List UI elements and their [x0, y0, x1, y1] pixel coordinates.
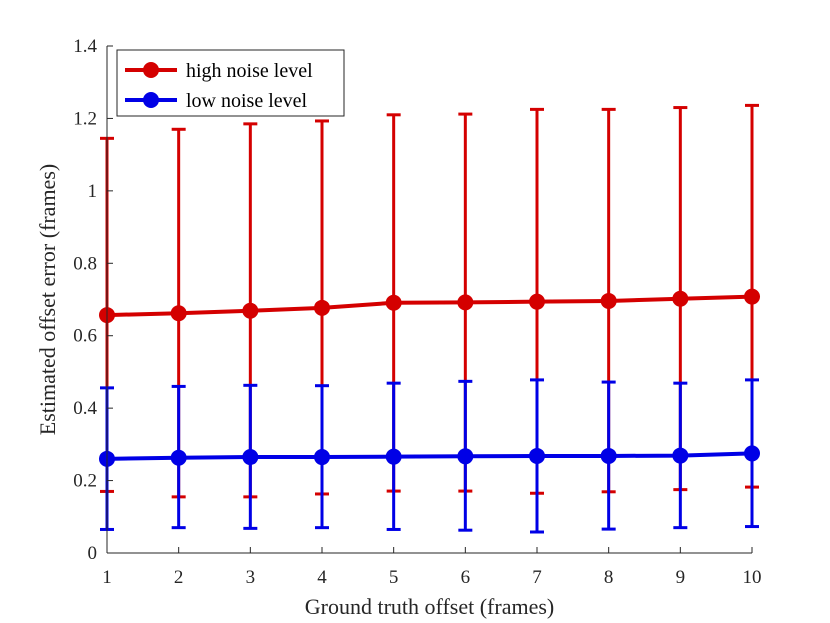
- y-tick-label-1: 1: [88, 181, 98, 202]
- data-point-0-5: [457, 294, 474, 311]
- y-tick-label-0.8: 0.8: [73, 253, 97, 274]
- y-tick-label-0.6: 0.6: [73, 326, 97, 347]
- x-tick-label-4: 4: [317, 567, 327, 588]
- y-axis-label: Estimated offset error (frames): [35, 164, 60, 435]
- data-point-1-4: [385, 448, 402, 465]
- data-point-1-3: [314, 449, 330, 466]
- data-point-0-4: [385, 294, 402, 311]
- x-tick-label-5: 5: [389, 567, 399, 588]
- x-tick-label-1: 1: [102, 567, 112, 588]
- y-tick-label-0: 0: [88, 543, 98, 564]
- data-point-1-7: [600, 447, 617, 464]
- data-point-0-2: [242, 302, 259, 319]
- x-tick-label-8: 8: [604, 567, 614, 588]
- axes-layer: [106, 46, 752, 554]
- ticks-layer: 1 2 3 4 5 6 7 8 9 10 0 0.2 0.4 0.6 0.8 1 1.2 1.4: [73, 36, 761, 588]
- data-point-1-9: [744, 445, 760, 462]
- data-point-0-8: [672, 290, 689, 307]
- data-point-0-7: [600, 292, 617, 309]
- x-tick-label-9: 9: [676, 567, 686, 588]
- x-tick-label-6: 6: [461, 567, 471, 588]
- data-point-0-9: [744, 288, 760, 305]
- legend-marker-low: [143, 92, 159, 108]
- legend: high noise level low noise level: [116, 49, 345, 117]
- series-line-1: [106, 451, 753, 461]
- x-tick-label-3: 3: [246, 567, 256, 588]
- series-0: [99, 103, 760, 499]
- data-point-0-3: [314, 299, 330, 316]
- series-1: [99, 378, 760, 534]
- data-point-1-6: [529, 447, 545, 464]
- data-point-0-1: [170, 305, 187, 322]
- data-point-1-1: [170, 449, 187, 466]
- y-tick-label-0.4: 0.4: [73, 398, 97, 419]
- data-point-1-8: [672, 447, 689, 464]
- legend-label-low: low noise level: [186, 90, 308, 112]
- x-tick-label-2: 2: [174, 567, 184, 588]
- y-tick-label-0.2: 0.2: [73, 471, 97, 492]
- data-point-1-2: [242, 449, 259, 466]
- series-layer: [99, 103, 760, 534]
- x-axis-label: Ground truth offset (frames): [305, 594, 554, 619]
- series-line-0: [106, 294, 753, 318]
- data-point-0-6: [529, 293, 545, 310]
- legend-marker-high: [143, 62, 159, 78]
- x-tick-label-10: 10: [743, 567, 762, 588]
- y-tick-label-1.2: 1.2: [73, 108, 97, 129]
- y-tick-label-1.4: 1.4: [73, 36, 97, 57]
- legend-label-high: high noise level: [186, 60, 313, 82]
- data-point-1-5: [457, 448, 474, 465]
- x-tick-label-7: 7: [532, 567, 542, 588]
